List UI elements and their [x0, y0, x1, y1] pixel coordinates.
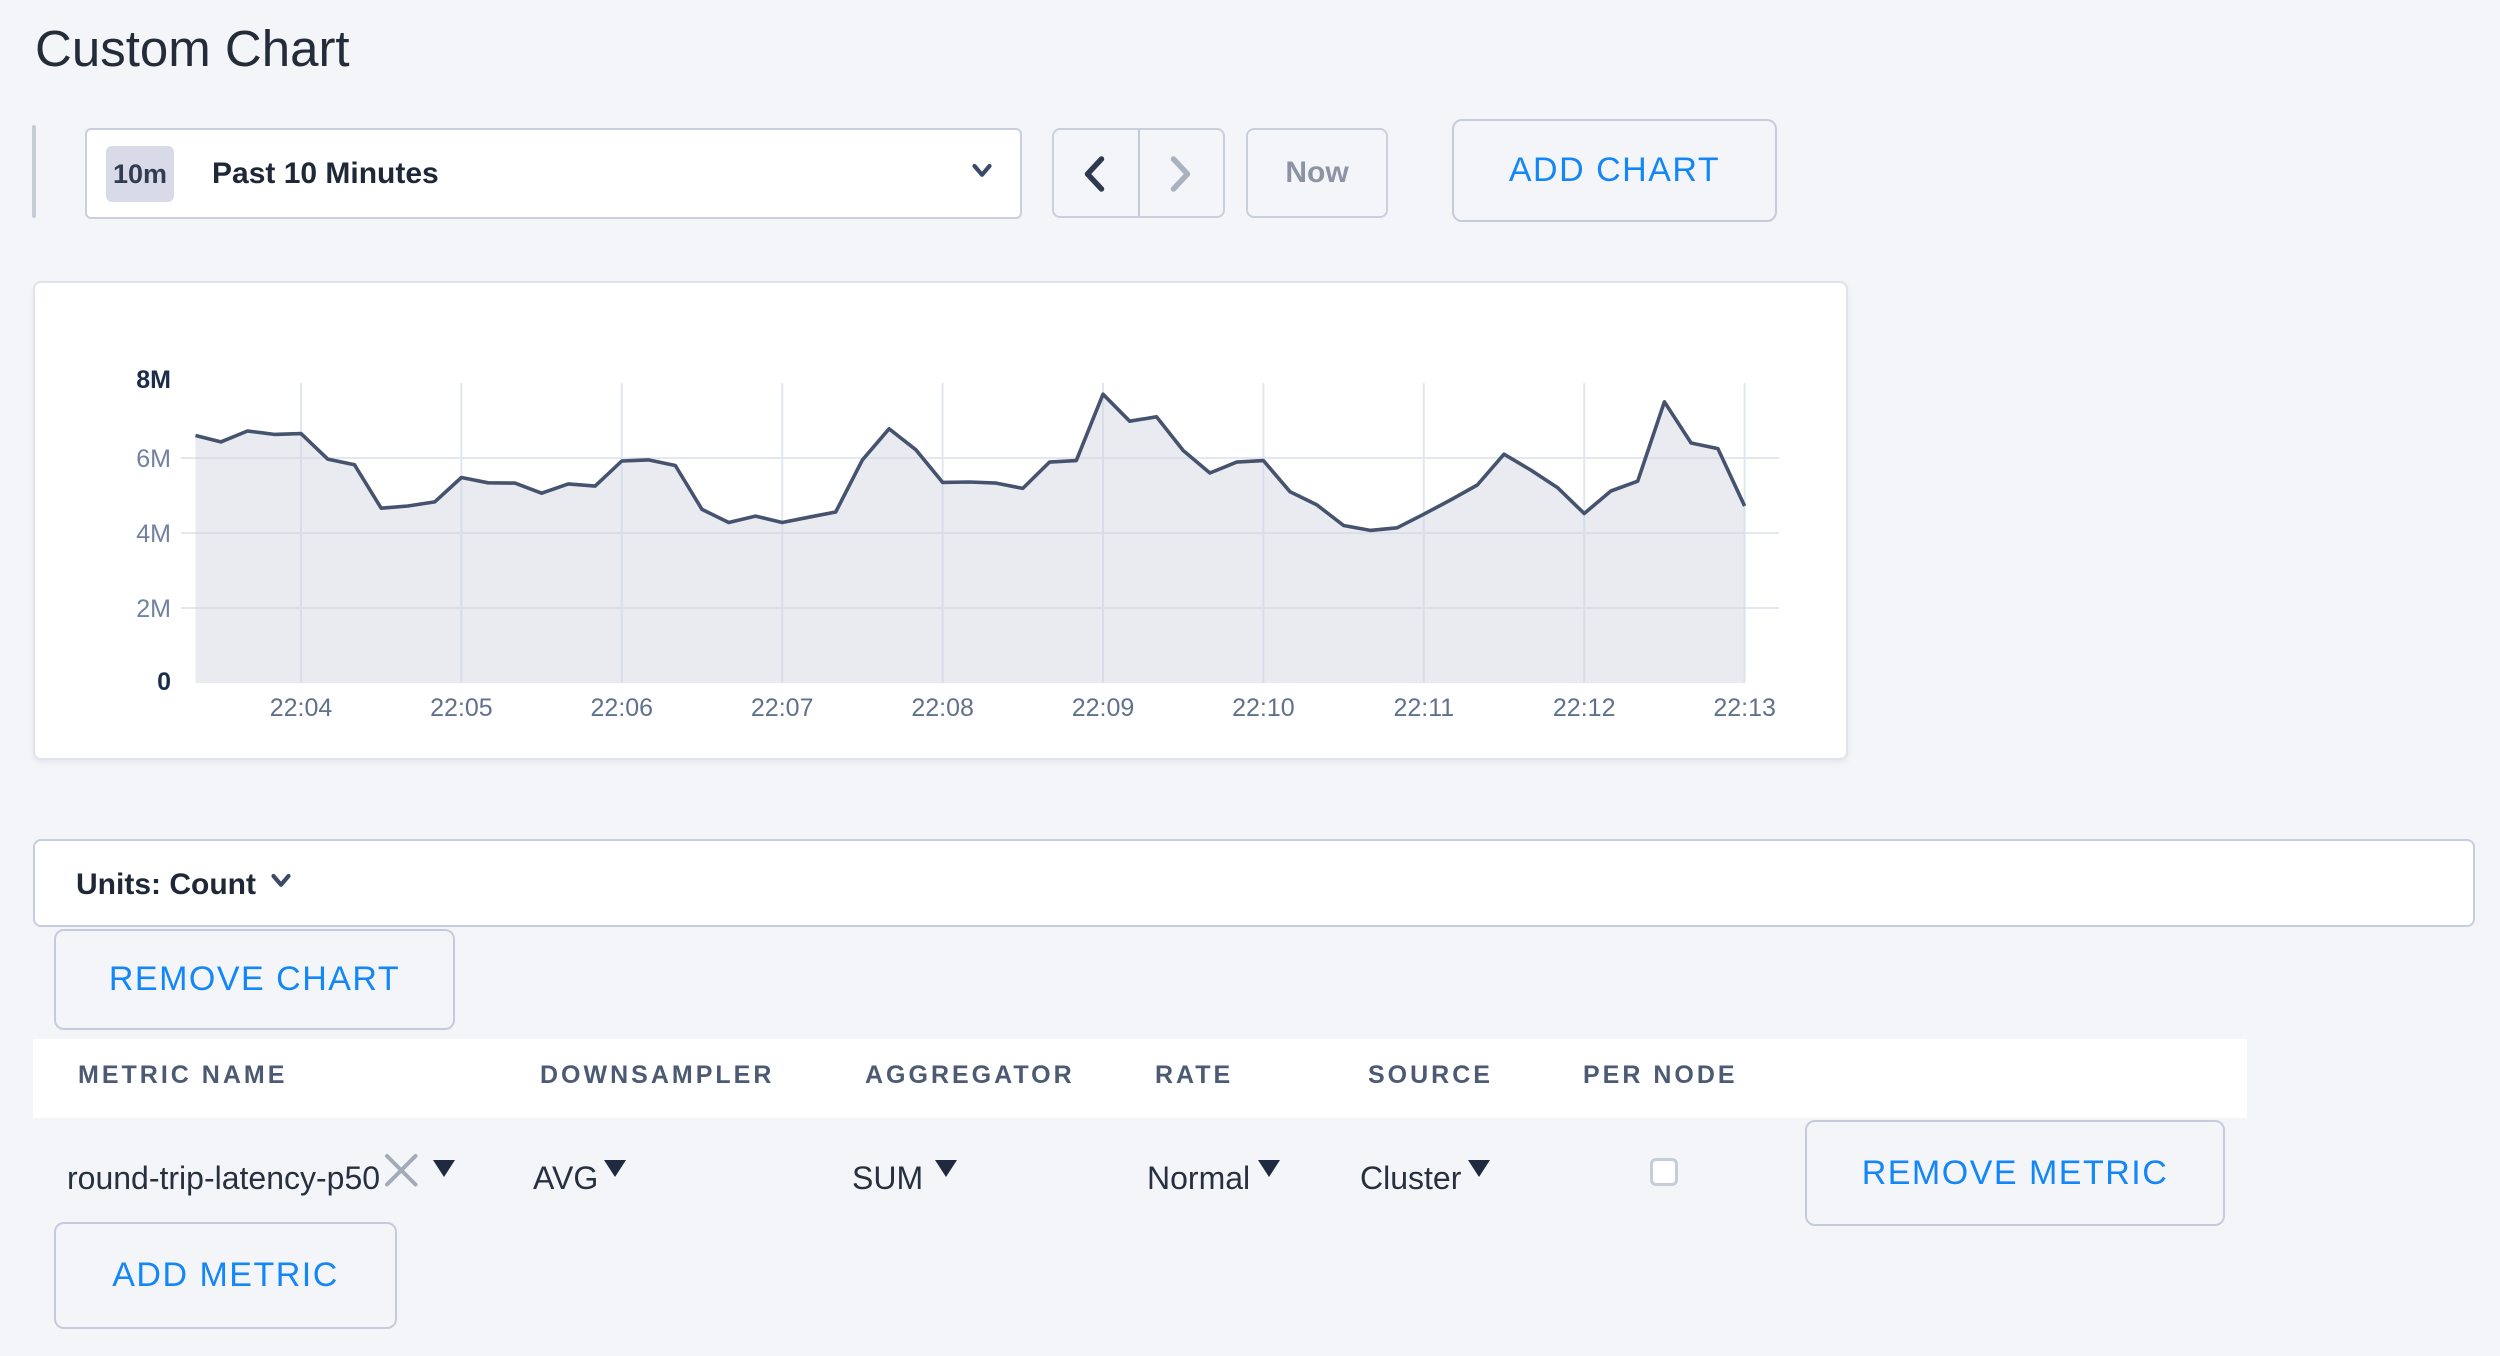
svg-text:4M: 4M [136, 520, 171, 548]
svg-text:22:12: 22:12 [1553, 694, 1616, 722]
svg-text:22:10: 22:10 [1232, 694, 1295, 722]
svg-text:8M: 8M [136, 366, 171, 394]
svg-text:2M: 2M [136, 595, 171, 623]
svg-text:0: 0 [157, 668, 171, 696]
svg-text:22:04: 22:04 [270, 694, 333, 722]
svg-text:22:06: 22:06 [591, 694, 654, 722]
svg-text:22:08: 22:08 [911, 694, 974, 722]
svg-text:22:11: 22:11 [1393, 694, 1454, 722]
svg-text:6M: 6M [136, 445, 171, 473]
svg-text:22:09: 22:09 [1072, 694, 1135, 722]
svg-text:22:07: 22:07 [751, 694, 814, 722]
svg-text:22:13: 22:13 [1713, 694, 1776, 722]
svg-text:22:05: 22:05 [430, 694, 493, 722]
